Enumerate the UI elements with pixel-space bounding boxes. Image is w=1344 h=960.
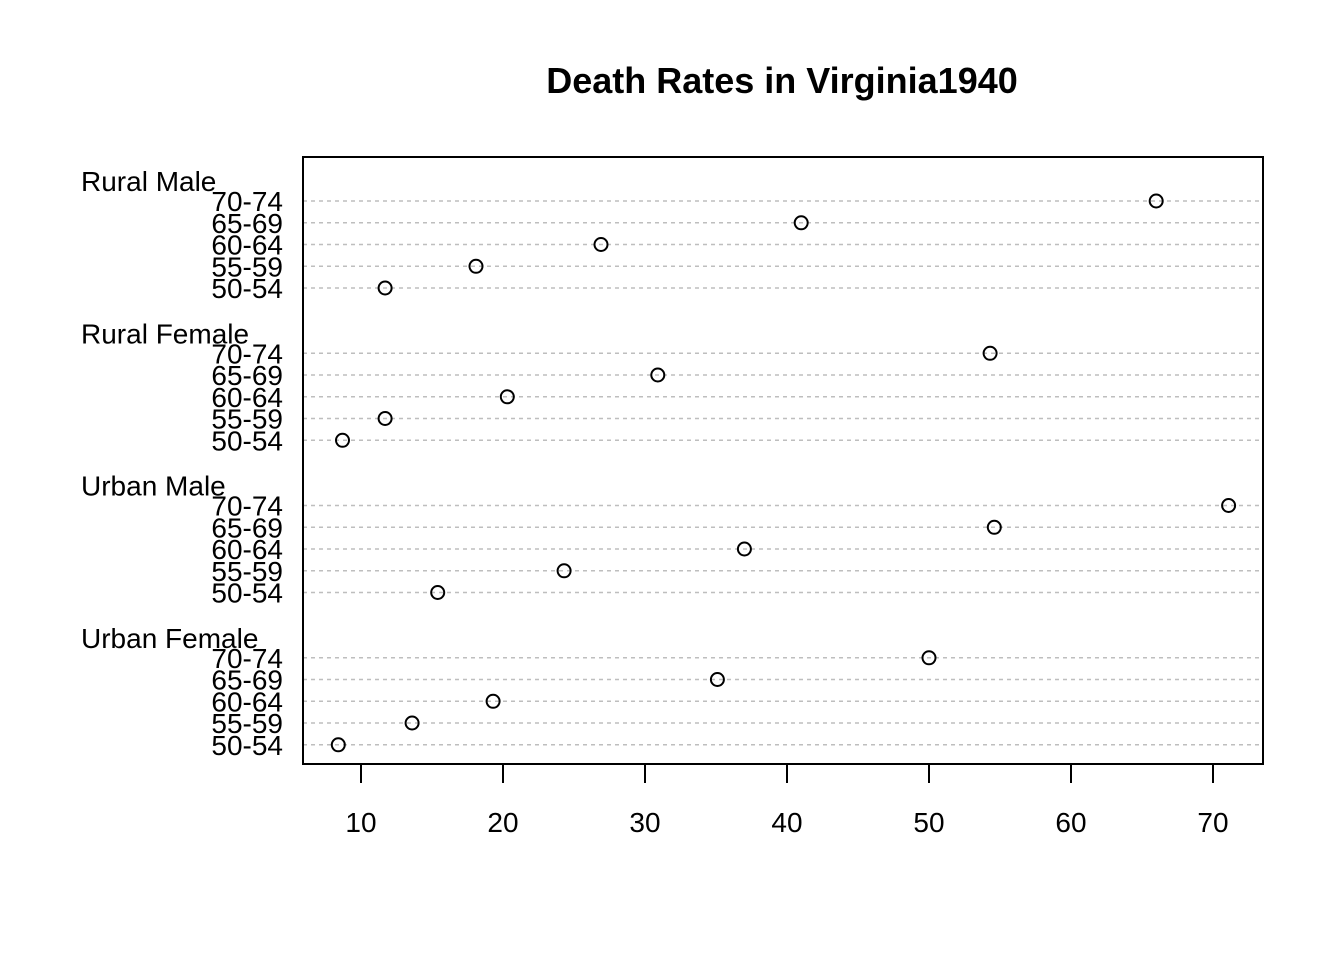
- row-labels: Rural Male70-7465-6960-6455-5950-54Rural…: [81, 166, 283, 761]
- data-point: [736, 541, 752, 557]
- data-point: [986, 519, 1002, 535]
- row-label: 65-69: [211, 208, 283, 239]
- row-label: 65-69: [211, 360, 283, 391]
- row-label: 50-54: [211, 425, 283, 456]
- plot-frame: [302, 156, 1264, 765]
- row-label: 60-64: [211, 382, 283, 413]
- row-label: 70-74: [211, 338, 283, 369]
- row-label: 60-64: [211, 230, 283, 261]
- x-axis: 10 20 30 40 50 60 70: [345, 764, 1229, 838]
- row-label: 65-69: [211, 512, 283, 543]
- data-points: [330, 193, 1237, 753]
- data-point: [485, 693, 501, 709]
- row-label: 70-74: [211, 643, 283, 674]
- data-point: [593, 237, 609, 252]
- x-tick-label: 50: [913, 807, 944, 838]
- row-label: 50-54: [211, 730, 283, 761]
- data-point: [404, 715, 420, 731]
- data-point: [1221, 498, 1237, 513]
- data-point: [982, 345, 998, 361]
- data-point: [377, 411, 393, 426]
- data-point: [330, 737, 346, 753]
- x-tick-label: 70: [1197, 807, 1228, 838]
- chart-title: Death Rates in Virginia1940: [546, 60, 1018, 101]
- data-point: [468, 258, 484, 274]
- x-tick-label: 60: [1055, 807, 1086, 838]
- data-point: [793, 215, 809, 231]
- group-label: Rural Male: [81, 166, 216, 197]
- x-tick-label: 40: [771, 807, 802, 838]
- row-label: 50-54: [211, 578, 283, 609]
- group-label: Rural Female: [81, 318, 249, 349]
- data-point: [709, 672, 725, 687]
- data-point: [921, 650, 937, 666]
- data-point: [556, 563, 572, 579]
- row-label: 55-59: [211, 251, 283, 282]
- x-tick-label: 30: [629, 807, 660, 838]
- row-label: 60-64: [211, 686, 283, 717]
- x-tick-label: 20: [487, 807, 518, 838]
- group-label: Urban Female: [81, 623, 258, 654]
- row-label: 55-59: [211, 404, 283, 435]
- row-label: 55-59: [211, 708, 283, 739]
- grid-lines: [303, 200, 1263, 746]
- group-label: Urban Male: [81, 471, 226, 502]
- row-label: 60-64: [211, 534, 283, 565]
- data-point: [650, 367, 666, 383]
- row-label: 55-59: [211, 556, 283, 587]
- data-point: [1148, 193, 1164, 209]
- data-point: [499, 389, 515, 405]
- data-point: [377, 280, 393, 296]
- row-label: 50-54: [211, 273, 283, 304]
- data-point: [335, 432, 350, 448]
- row-label: 70-74: [211, 491, 283, 522]
- x-tick-label: 10: [345, 807, 376, 838]
- row-label: 65-69: [211, 665, 283, 696]
- row-label: 70-74: [211, 186, 283, 217]
- data-point: [430, 585, 446, 600]
